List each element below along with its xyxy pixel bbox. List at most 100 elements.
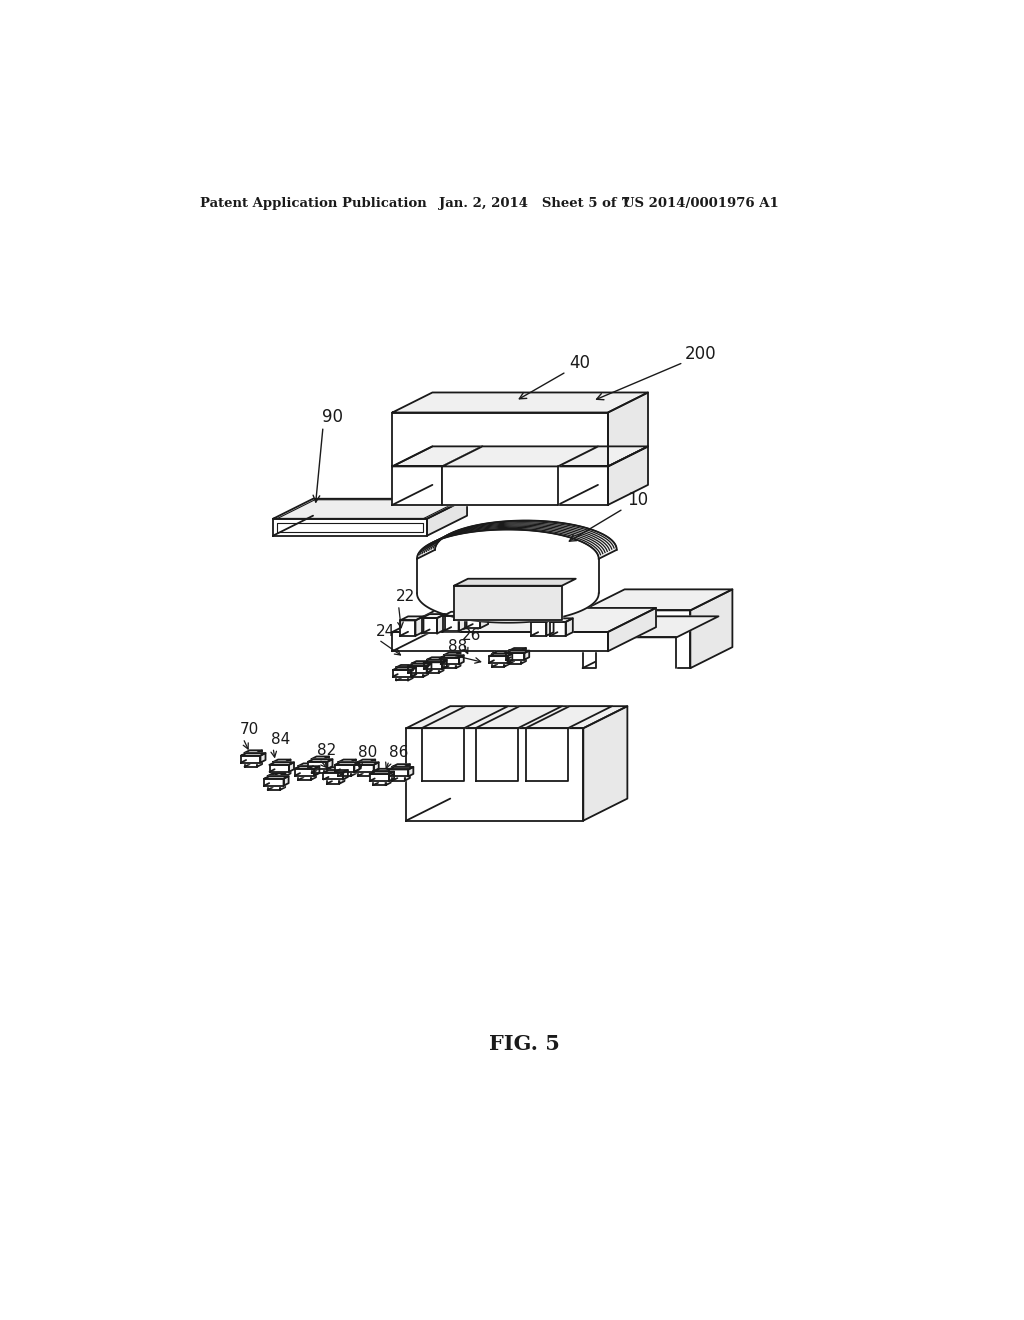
Polygon shape — [442, 446, 598, 466]
Polygon shape — [423, 661, 428, 677]
Polygon shape — [357, 762, 371, 776]
Polygon shape — [354, 763, 379, 764]
Polygon shape — [273, 762, 286, 776]
Polygon shape — [386, 768, 390, 785]
Polygon shape — [327, 767, 344, 770]
Polygon shape — [409, 767, 414, 776]
Polygon shape — [596, 616, 719, 638]
Polygon shape — [324, 772, 343, 780]
Polygon shape — [392, 764, 410, 767]
Polygon shape — [422, 729, 464, 780]
Polygon shape — [439, 657, 443, 673]
Text: 10: 10 — [628, 491, 648, 510]
Polygon shape — [286, 759, 291, 776]
Polygon shape — [584, 706, 628, 821]
Polygon shape — [295, 766, 319, 768]
Polygon shape — [550, 622, 565, 636]
Polygon shape — [442, 466, 558, 506]
Text: Jan. 2, 2014   Sheet 5 of 7: Jan. 2, 2014 Sheet 5 of 7 — [438, 197, 630, 210]
Polygon shape — [392, 446, 482, 466]
Polygon shape — [444, 655, 456, 668]
Polygon shape — [354, 764, 374, 772]
Polygon shape — [583, 589, 732, 610]
Polygon shape — [596, 638, 677, 668]
Polygon shape — [427, 664, 431, 673]
Polygon shape — [264, 776, 289, 779]
Polygon shape — [339, 762, 351, 776]
Polygon shape — [289, 763, 294, 772]
Polygon shape — [547, 618, 554, 636]
Polygon shape — [335, 764, 354, 772]
Polygon shape — [400, 620, 416, 636]
Polygon shape — [354, 763, 359, 772]
Polygon shape — [521, 648, 526, 664]
Polygon shape — [392, 392, 648, 412]
Polygon shape — [459, 655, 464, 664]
Polygon shape — [392, 466, 442, 506]
Polygon shape — [407, 706, 628, 729]
Text: 82: 82 — [316, 743, 336, 758]
Polygon shape — [480, 610, 488, 628]
Polygon shape — [412, 668, 416, 677]
Polygon shape — [417, 529, 599, 623]
Polygon shape — [392, 609, 656, 632]
Polygon shape — [339, 759, 356, 762]
Polygon shape — [489, 653, 512, 656]
Polygon shape — [525, 729, 568, 780]
Polygon shape — [389, 772, 394, 781]
Polygon shape — [424, 663, 442, 669]
Polygon shape — [389, 767, 414, 770]
Polygon shape — [324, 770, 348, 772]
Polygon shape — [608, 446, 648, 506]
Polygon shape — [373, 768, 390, 771]
Polygon shape — [343, 770, 348, 780]
Text: 22: 22 — [396, 589, 416, 605]
Polygon shape — [374, 763, 379, 772]
Polygon shape — [327, 770, 339, 784]
Polygon shape — [531, 618, 554, 622]
Polygon shape — [281, 774, 285, 789]
Polygon shape — [427, 499, 467, 536]
Polygon shape — [489, 656, 508, 663]
Polygon shape — [442, 660, 446, 669]
Polygon shape — [267, 776, 281, 789]
Polygon shape — [328, 759, 333, 768]
Polygon shape — [506, 651, 529, 653]
Polygon shape — [357, 759, 375, 762]
Polygon shape — [508, 653, 512, 663]
Polygon shape — [241, 755, 260, 763]
Polygon shape — [298, 763, 316, 766]
Polygon shape — [245, 752, 257, 767]
Polygon shape — [370, 772, 394, 774]
Polygon shape — [427, 660, 439, 673]
Polygon shape — [373, 771, 386, 785]
Polygon shape — [324, 756, 329, 774]
Polygon shape — [416, 616, 424, 636]
Polygon shape — [339, 767, 344, 784]
Polygon shape — [311, 756, 329, 759]
Polygon shape — [409, 667, 427, 673]
Polygon shape — [465, 610, 488, 614]
Polygon shape — [396, 665, 413, 668]
Polygon shape — [475, 729, 518, 780]
Polygon shape — [443, 615, 459, 631]
Polygon shape — [392, 632, 608, 651]
Text: 26: 26 — [462, 627, 481, 643]
Polygon shape — [311, 759, 324, 774]
Text: 90: 90 — [322, 408, 342, 426]
Polygon shape — [440, 657, 459, 664]
Polygon shape — [444, 652, 461, 655]
Text: 40: 40 — [569, 354, 591, 372]
Text: FIG. 5: FIG. 5 — [489, 1034, 560, 1053]
Polygon shape — [509, 651, 521, 664]
Polygon shape — [442, 446, 482, 506]
Polygon shape — [400, 616, 424, 620]
Polygon shape — [241, 754, 265, 755]
Polygon shape — [550, 618, 572, 622]
Text: Patent Application Publication: Patent Application Publication — [200, 197, 427, 210]
Polygon shape — [509, 648, 526, 651]
Polygon shape — [298, 766, 311, 780]
Polygon shape — [427, 657, 443, 660]
Polygon shape — [407, 729, 584, 821]
Polygon shape — [525, 706, 612, 729]
